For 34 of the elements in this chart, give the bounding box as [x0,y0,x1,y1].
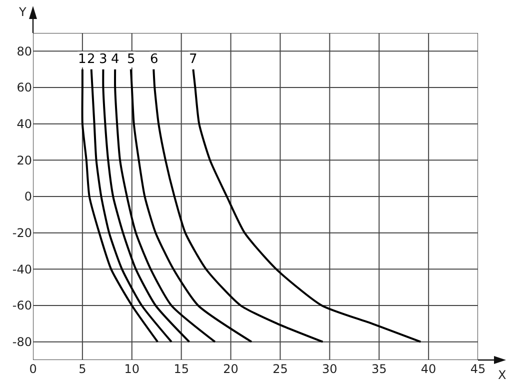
line-series [102,68,190,343]
x-axis-title: X [498,368,506,382]
series-label: 1 [78,52,86,67]
x-tick-label: 30 [322,362,338,376]
x-tick-label: 45 [470,362,486,376]
series-label: 3 [99,52,108,67]
x-tick-label: 5 [78,362,86,376]
y-axis-title: Y [18,5,27,19]
series-label: 7 [189,52,198,67]
x-tick-label: 40 [420,362,436,376]
y-tick-label: 60 [16,80,32,95]
line-series [192,68,422,343]
y-tick-label: -60 [12,298,32,313]
y-tick-label: 0 [24,190,32,204]
series-label: 6 [150,52,158,67]
series-label: 2 [87,52,96,67]
x-tick-label: 25 [272,362,288,376]
y-tick-label: -80 [12,335,32,350]
x-tick-label: 20 [223,362,238,376]
series-label: 4 [111,52,120,67]
y-tick-label: 40 [16,117,32,132]
y-tick-label: -40 [12,262,32,276]
x-tick-label: 10 [124,362,140,376]
y-tick-label: 20 [16,153,32,168]
line-series [81,68,159,343]
x-tick-label: 35 [371,362,387,376]
y-tick-label: -20 [12,226,32,240]
line-series [90,68,172,343]
line-series [152,68,324,343]
y-tick-label: 80 [16,44,32,58]
line-series [130,68,253,343]
line-series [114,68,216,343]
series-label: 5 [127,52,136,67]
x-tick-label: 15 [174,362,189,376]
